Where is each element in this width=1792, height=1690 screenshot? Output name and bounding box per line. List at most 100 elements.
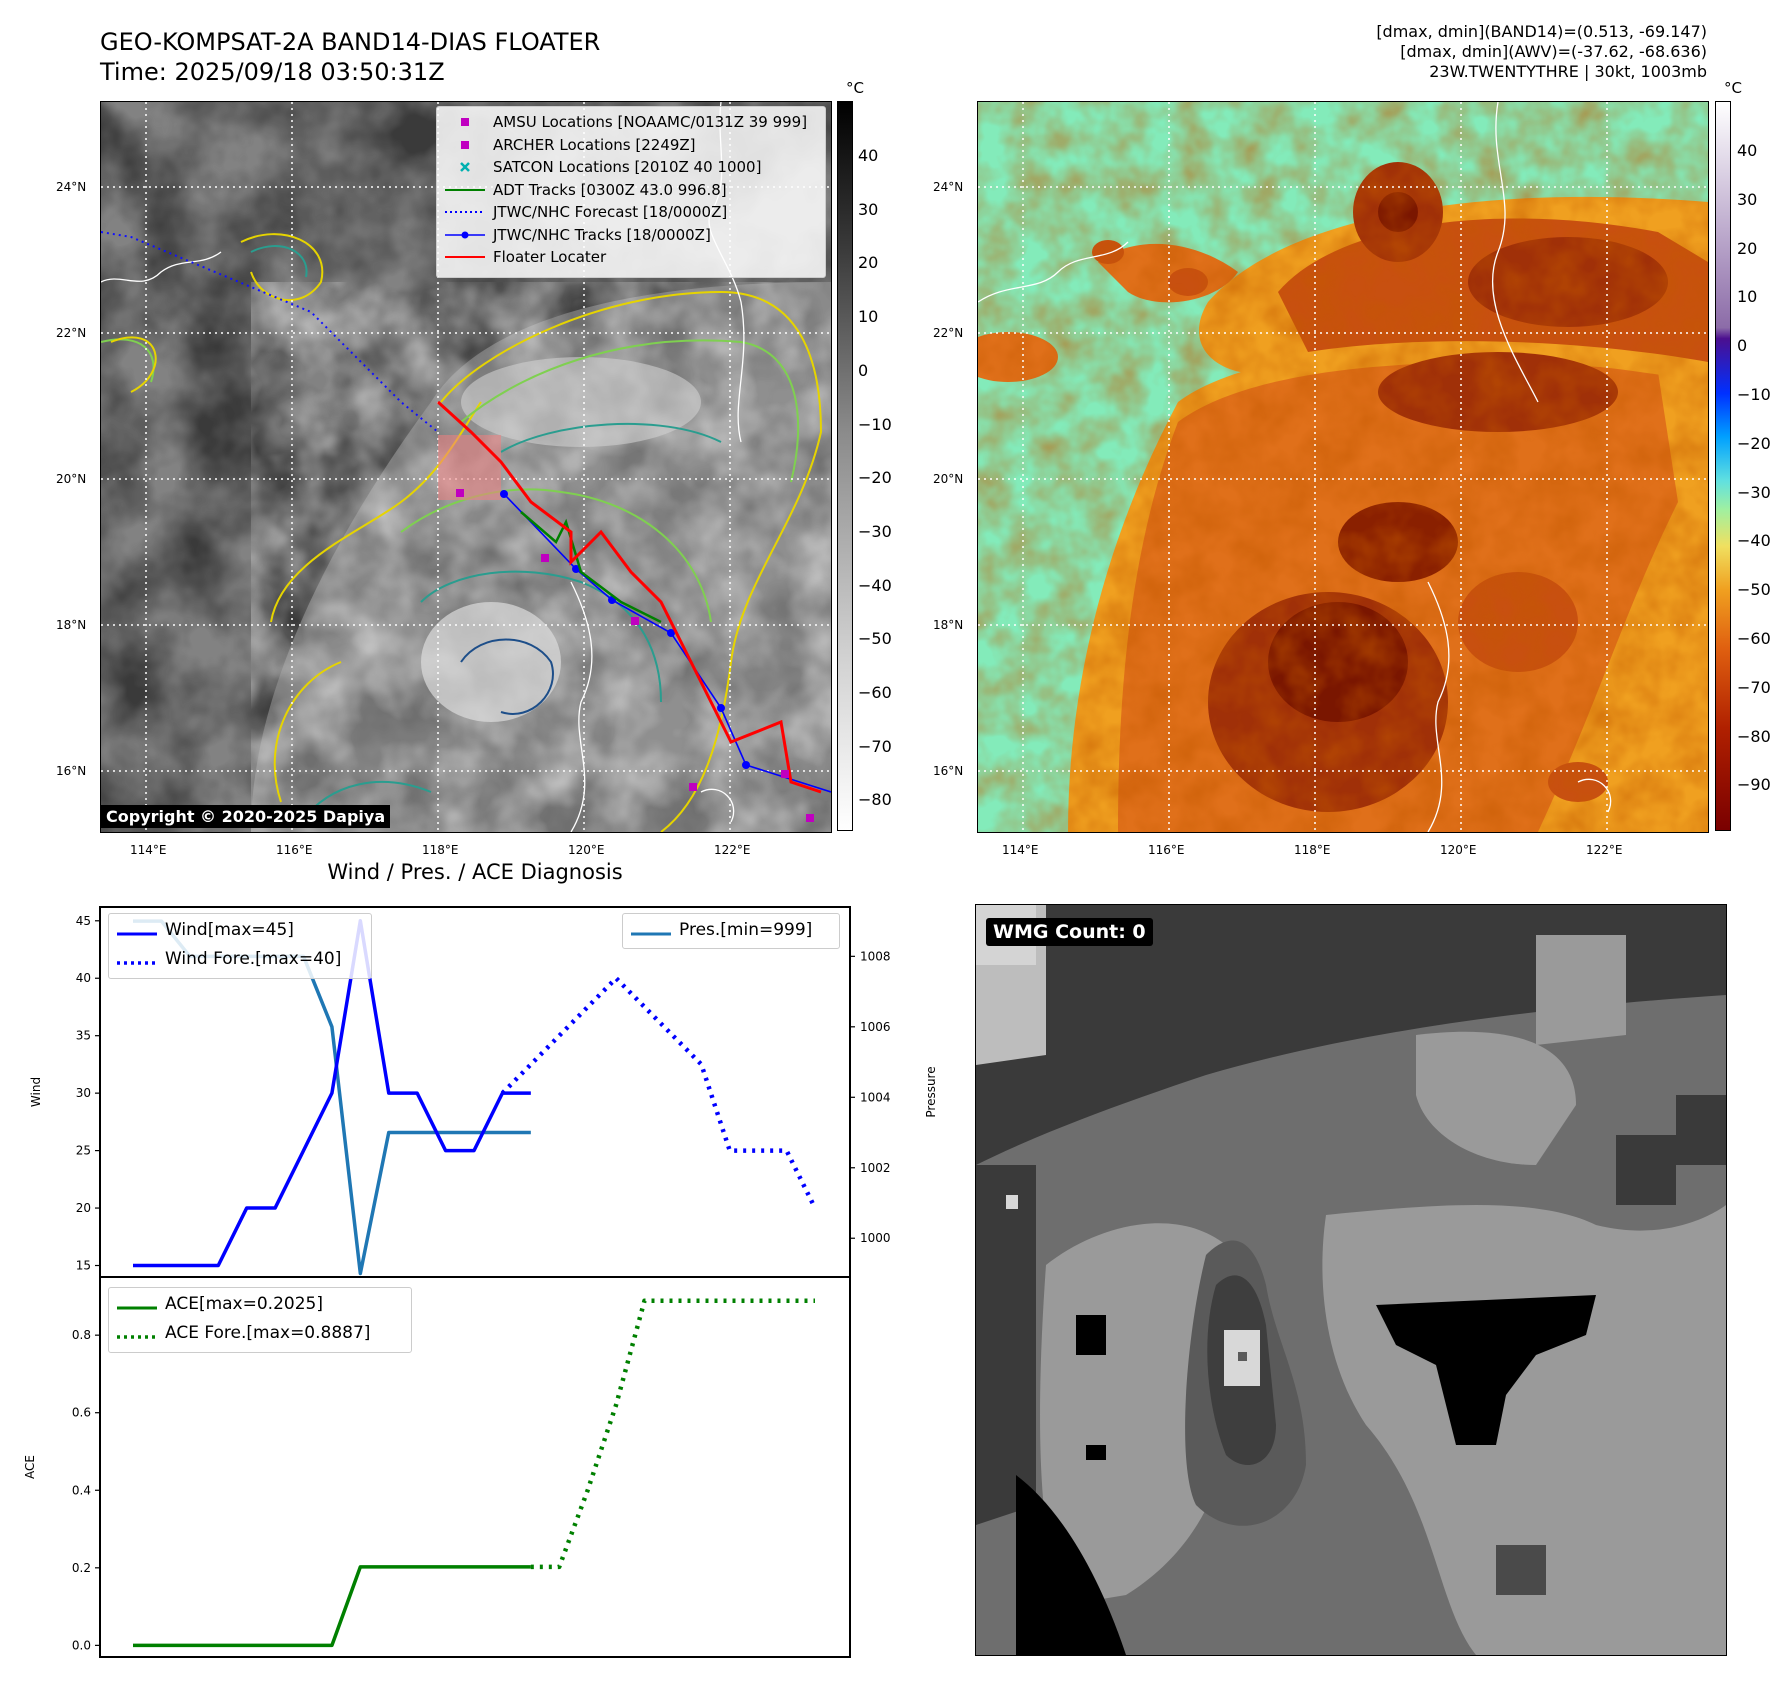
ace-tick-label: 0.2	[72, 1561, 91, 1575]
legend-label: Wind Fore.[max=40]	[165, 949, 342, 969]
ace-series-line	[133, 1565, 531, 1648]
lat-label: 20°N	[56, 472, 87, 486]
wind-tick-label: 25	[76, 1144, 91, 1158]
awv-map-canvas	[978, 102, 1708, 832]
band14-colorbar-tick-label: −10	[858, 414, 892, 434]
legend-label: ADT Tracks [0300Z 43.0 996.8]	[493, 180, 727, 199]
storm-info: 23W.TWENTYTHRE | 30kt, 1003mb	[1429, 62, 1707, 81]
wmg-canvas	[976, 905, 1726, 1655]
legend-item-adt: ADT Tracks [0300Z 43.0 996.8]	[443, 179, 819, 202]
lon-label: 120°E	[1440, 843, 1477, 857]
awv-colorbar-tick-label: 10	[1737, 287, 1758, 307]
awv-colorbar	[1715, 101, 1731, 831]
pressure-legend: Pres.[min=999]	[622, 913, 840, 949]
ace-tick-label: 0.6	[72, 1406, 91, 1420]
band14-colorbar-tick-label: −50	[858, 629, 892, 649]
legend-item-floater: Floater Locater	[443, 246, 819, 269]
pressure-tick-label: 1008	[860, 949, 891, 963]
awv-colorbar-tick-label: 40	[1737, 141, 1758, 160]
pressure-tick-label: 1006	[860, 1020, 891, 1034]
awv-colorbar-tick-label: 0	[1737, 336, 1748, 356]
lon-label: 114°E	[130, 843, 167, 857]
wind-series-line	[133, 919, 531, 1268]
ace-legend: ACE[max=0.2025] ACE Fore.[max=0.8887]	[108, 1287, 412, 1353]
lon-label: 114°E	[1002, 843, 1039, 857]
legend-item-satcon: SATCON Locations [2010Z 40 1000]	[443, 156, 819, 179]
ace-frame	[99, 1276, 851, 1658]
wind-tick-label: 20	[76, 1201, 91, 1215]
lon-label: 120°E	[568, 843, 605, 857]
band14-map-legend: AMSU Locations [NOAAMC/0131Z 39 999] ARC…	[436, 106, 826, 278]
lat-label: 20°N	[933, 472, 964, 486]
pressure-tick-label: 1002	[860, 1161, 891, 1175]
wind-tick-label: 45	[76, 914, 91, 928]
cyan-x-icon	[443, 159, 487, 175]
wmg-count-badge: WMG Count: 0	[986, 918, 1153, 946]
band14-colorbar-tick-label: 30	[858, 199, 879, 219]
ace-forecast-series-line	[530, 1298, 815, 1570]
awv-colorbar-tick-label: 20	[1737, 238, 1758, 258]
green-line-icon	[443, 182, 487, 198]
band14-colorbar-tick-label: −70	[858, 736, 892, 756]
copyright-label: Copyright © 2020-2025 Dapiya	[101, 805, 391, 828]
lat-label: 22°N	[933, 326, 964, 340]
steelblue-line-icon	[629, 923, 673, 939]
band14-colorbar-tick-label: −20	[858, 468, 892, 488]
lon-label: 122°E	[714, 843, 751, 857]
wind-tick-label: 15	[76, 1259, 91, 1273]
lon-label: 116°E	[1148, 843, 1185, 857]
legend-label: Floater Locater	[493, 248, 607, 266]
lon-label: 116°E	[276, 843, 313, 857]
lat-label: 22°N	[56, 326, 87, 340]
lat-label: 16°N	[56, 764, 87, 778]
legend-label: JTWC/NHC Tracks [18/0000Z]	[493, 225, 711, 244]
band14-colorbar-tick-label: 40	[858, 146, 879, 165]
awv-colorbar-tick-label: −50	[1737, 580, 1771, 600]
legend-label: ACE[max=0.2025]	[165, 1294, 323, 1314]
lat-label: 18°N	[56, 618, 87, 632]
ace-tick-label: 0.8	[72, 1328, 91, 1342]
awv-colorbar-tick-label: −10	[1737, 385, 1771, 404]
band14-colorbar-tick-label: 10	[858, 307, 879, 327]
diagnosis-chart: 15 20 25 30 35 40 45 1000 1002 1004 1006 1008 0.0 0.2…	[23, 906, 938, 1658]
awv-colorbar-unit: °C	[1724, 79, 1742, 97]
pressure-tick-label: 1000	[860, 1231, 891, 1245]
awv-map	[977, 101, 1709, 833]
blue-dotted-line-icon	[115, 952, 159, 968]
awv-colorbar-tick-label: −90	[1737, 775, 1771, 795]
lon-label: 118°E	[1294, 843, 1331, 857]
band14-colorbar-unit: °C	[846, 79, 864, 97]
awv-colorbar-tick-label: −70	[1737, 677, 1771, 697]
awv-colorbar-tick-label: 30	[1737, 189, 1758, 209]
legend-item-jtwc-forecast: JTWC/NHC Forecast [18/0000Z]	[443, 201, 819, 224]
lat-label: 16°N	[933, 764, 964, 778]
lat-label: 24°N	[56, 180, 87, 194]
pressure-axis-label: Pressure	[924, 1066, 938, 1117]
legend-label: ARCHER Locations [2249Z]	[493, 135, 696, 154]
legend-item-amsu: AMSU Locations [NOAAMC/0131Z 39 999]	[443, 111, 819, 134]
legend-item-wind: Wind[max=45]	[115, 916, 365, 945]
band14-colorbar-tick-label: −40	[858, 575, 892, 595]
band14-colorbar-tick-label: −80	[858, 790, 892, 810]
band14-map: AMSU Locations [NOAAMC/0131Z 39 999] ARC…	[100, 101, 832, 833]
ace-tick-label: 0.4	[72, 1483, 91, 1497]
legend-item-archer: ARCHER Locations [2249Z]	[443, 134, 819, 157]
green-line-icon	[115, 1297, 159, 1313]
wind-legend: Wind[max=45] Wind Fore.[max=40]	[108, 913, 372, 979]
ace-tick-label: 0.0	[72, 1638, 91, 1652]
pressure-tick-label: 1004	[860, 1090, 891, 1104]
awv-colorbar-tick-label: −40	[1737, 531, 1771, 551]
legend-label: JTWC/NHC Forecast [18/0000Z]	[493, 203, 728, 221]
lat-label: 18°N	[933, 618, 964, 632]
legend-item-jtwc-tracks: JTWC/NHC Tracks [18/0000Z]	[443, 224, 819, 247]
awv-range: [dmax, dmin](AWV)=(-37.62, -68.636)	[1400, 42, 1707, 61]
wind-tick-label: 30	[76, 1086, 91, 1100]
legend-label: Pres.[min=999]	[679, 920, 813, 940]
lat-label: 24°N	[933, 180, 964, 194]
legend-item-ace: ACE[max=0.2025]	[115, 1290, 405, 1319]
blue-line-icon	[115, 923, 159, 939]
legend-item-pressure: Pres.[min=999]	[629, 916, 833, 945]
ace-axis-label: ACE	[23, 1455, 37, 1479]
lon-label: 122°E	[1586, 843, 1623, 857]
lon-label: 118°E	[422, 843, 459, 857]
